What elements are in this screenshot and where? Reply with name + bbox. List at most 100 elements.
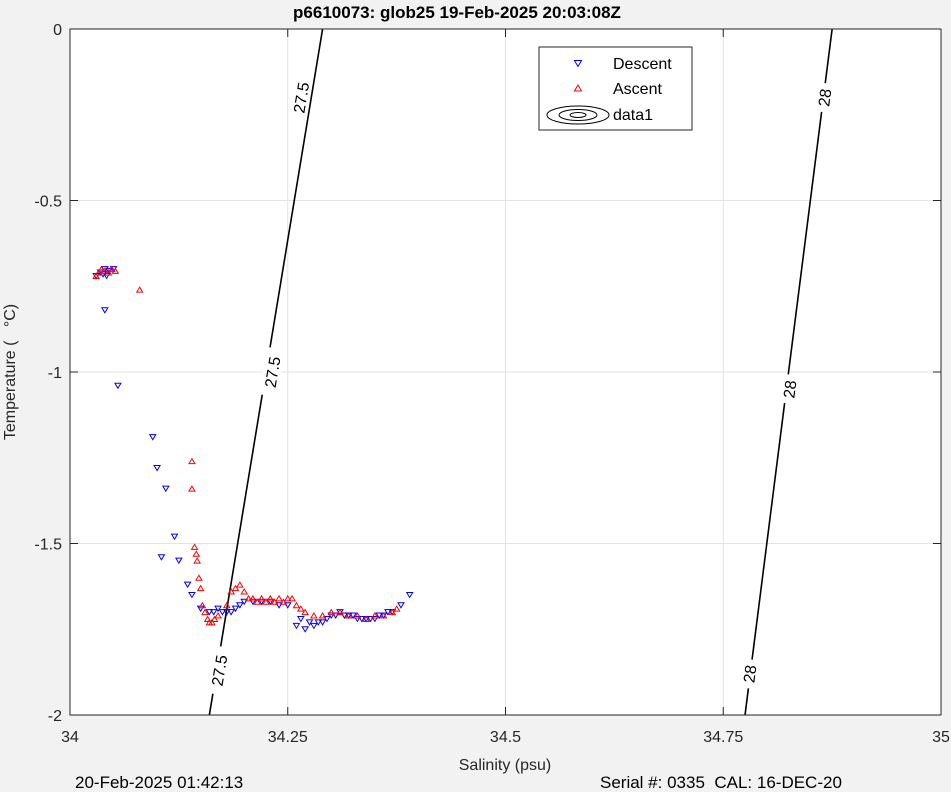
descent-point-18 (205, 609, 214, 616)
footer-timestamp: 20-Feb-2025 01:42:13 (75, 773, 243, 792)
contour-label-1: 27.5 (259, 346, 285, 398)
descent-point-56 (384, 609, 392, 616)
legend-data1-label: data1 (613, 107, 653, 124)
ascent-point-29 (253, 598, 262, 605)
legend-ascent-label: Ascent (613, 81, 662, 98)
descent-point-14 (174, 557, 183, 565)
ascent-point-32 (266, 594, 275, 602)
descent-point-24 (231, 605, 240, 613)
density-contours: 27.5 27.5 27.5 28 28 28 (206, 28, 836, 716)
contour-label-bg-2 (206, 645, 232, 696)
x-tick-label-0: 34 (61, 729, 79, 746)
contour-label-4: 28 (778, 373, 801, 405)
descent-point-44 (397, 602, 405, 609)
ascent-point-2 (97, 265, 106, 273)
legend-data1-marker (546, 105, 610, 125)
contour-label-0: 27.5 (288, 72, 314, 123)
contour-label-text-5: 28 (741, 664, 760, 684)
axis-ticks: 34 34.25 34.5 34.75 35 0 -0.5 -1 -1.5 -2 (34, 22, 950, 746)
descent-point-49 (323, 615, 331, 623)
chart-title: p6610073: glob25 19-Feb-2025 20:03:08Z (293, 3, 621, 22)
ascent-point-15 (198, 601, 207, 609)
x-axis-label: Salinity (psu) (459, 757, 551, 774)
descent-point-21 (218, 609, 227, 616)
ascent-point-39 (296, 605, 305, 612)
descent-point-41 (370, 615, 379, 623)
descent-point-46 (296, 615, 305, 623)
descent-point-26 (240, 598, 249, 606)
ascent-point-43 (327, 608, 336, 616)
descent-point-22 (222, 609, 231, 616)
ascent-point-41 (309, 612, 318, 619)
descent-point-51 (340, 612, 349, 620)
x-tick-label-2: 34.5 (490, 729, 521, 746)
ascent-point-27 (244, 594, 253, 602)
legend: Descent Ascent data1 (538, 46, 693, 131)
descent-point-32 (292, 622, 301, 630)
contour-label-text-3: 28 (816, 88, 835, 108)
ascent-point-8 (188, 457, 196, 465)
ascent-point-22 (222, 601, 231, 609)
y-tick-label-2: -1 (48, 365, 62, 382)
ascent-point-10 (190, 543, 199, 550)
descent-point-50 (331, 612, 340, 620)
contour-label-bg-3 (813, 82, 836, 114)
descent-point-13 (157, 554, 166, 561)
ascent-point-24 (231, 584, 240, 592)
descent-point-15 (183, 581, 192, 589)
ascent-point-35 (279, 598, 288, 605)
contour-label-bg-0 (288, 72, 314, 123)
ascent-point-45 (344, 612, 353, 619)
ascent-point-5 (107, 265, 116, 273)
ascent-point-23 (227, 588, 236, 595)
descent-point-33 (301, 626, 310, 633)
descent-point-12 (170, 533, 179, 541)
ascent-point-16 (201, 608, 209, 616)
contour-label-bg-4 (778, 373, 801, 405)
ascent-point-28 (249, 594, 257, 602)
y-tick-label-4: -2 (48, 708, 62, 725)
descent-point-28 (257, 598, 266, 606)
ascent-point-30 (257, 594, 266, 602)
descent-point-30 (275, 602, 283, 609)
ascent-point-42 (318, 612, 327, 619)
ascent-point-36 (283, 594, 292, 602)
ascent-point-11 (192, 550, 201, 557)
ascent-point-20 (210, 615, 219, 622)
descent-point-16 (188, 591, 196, 599)
contour-label-text-4: 28 (781, 379, 800, 399)
descent-point-36 (327, 612, 336, 620)
ascent-point-25 (235, 581, 244, 588)
ascent-point-38 (292, 601, 301, 609)
legend-descent-label: Descent (613, 56, 672, 73)
y-tick-label-1: -0.5 (34, 194, 62, 211)
descent-point-19 (209, 609, 218, 616)
descent-point-7 (100, 307, 109, 314)
ascent-point-44 (336, 608, 344, 616)
descent-point-27 (249, 598, 257, 606)
contour-label-text-1: 27.5 (263, 355, 285, 389)
legend-ascent-marker (573, 84, 583, 92)
descent-point-10 (153, 465, 161, 472)
ascent-point-37 (288, 594, 296, 602)
ascent-point-3 (100, 267, 109, 274)
ascent-point-47 (362, 615, 371, 622)
descent-point-29 (266, 598, 275, 606)
ascent-point-40 (301, 608, 310, 616)
ascent-point-50 (388, 608, 397, 616)
descent-point-52 (349, 612, 357, 620)
descent-point-48 (314, 619, 323, 626)
descent-point-8 (114, 382, 122, 390)
ascent-point-49 (379, 612, 388, 619)
ascent-point-46 (353, 612, 362, 619)
ascent-point-12 (193, 557, 202, 564)
ascent-point-31 (262, 598, 270, 605)
x-tick-label-3: 34.75 (703, 729, 743, 746)
descent-point-20 (214, 605, 222, 613)
ascent-point-33 (270, 598, 279, 605)
descent-point-25 (235, 602, 244, 609)
descent-point-34 (309, 622, 318, 630)
ascent-point-48 (370, 612, 379, 619)
contour-label-bg-5 (738, 658, 761, 690)
legend-descent-marker (573, 60, 583, 68)
